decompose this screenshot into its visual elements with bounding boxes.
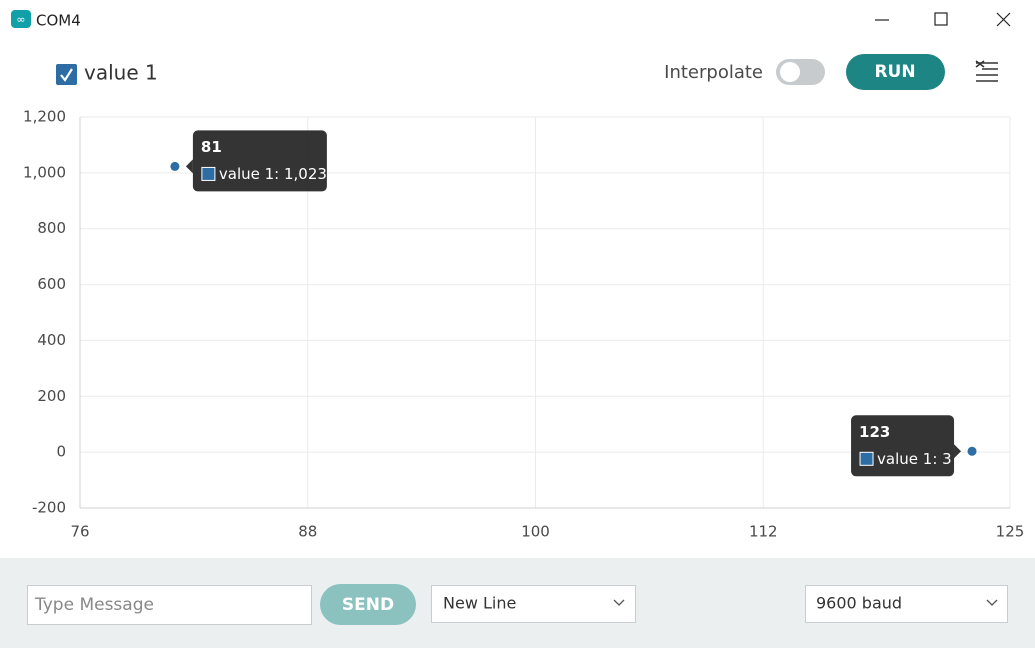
y-tick-label: 1,000 [23,163,66,181]
dropdown-arrow [613,599,625,606]
tooltip: 81 value 1: 1,023 [185,130,327,192]
tooltip-text: value 1: 1,023 [219,165,327,183]
series-checkbox[interactable] [56,64,77,85]
send-button[interactable] [320,584,416,625]
app-icon [11,10,31,28]
tooltip-title: 81 [201,138,222,156]
hover-point [170,161,180,171]
baud-value: 9600 baud [816,594,902,613]
run-button[interactable] [846,54,945,90]
y-tick-label: 200 [37,387,66,405]
app-icon-glyph: ∞ [16,13,25,26]
interpolate-label: Interpolate [664,62,763,83]
send-button-label: SEND [342,595,394,615]
x-tick-label: 88 [298,523,317,541]
baud-select[interactable] [805,585,1008,623]
line-ending-value: New Line [443,594,516,613]
y-tick-label: 600 [37,275,66,293]
x-tick-label: 112 [749,523,778,541]
tooltip: 123 value 1: 3 [851,415,962,477]
tooltip-arrow [954,444,962,459]
run-button-label: RUN [874,62,915,82]
tooltip-text: value 1: 3 [877,450,952,468]
close-button[interactable] [996,12,1011,27]
dropdown-arrow [986,599,998,606]
x-tick-label: 125 [996,523,1025,541]
tooltip-swatch [201,166,216,181]
toggle-knob [780,62,800,82]
hover-point [967,446,977,456]
x-tick-label: 100 [521,523,550,541]
message-placeholder: Type Message [34,595,154,615]
chart: -200 0 200 400 600 800 1,000 1,200 76 88 100 112 125… [23,108,1024,541]
tooltip-box [851,415,955,477]
y-tick-label: 400 [37,331,66,349]
tooltip-swatch [859,451,874,466]
legend-label[interactable]: value 1 [84,61,158,85]
clear-button[interactable] [975,60,998,82]
message-input[interactable] [27,585,312,625]
checkbox-check [60,68,73,82]
y-tick-label: 1,200 [23,108,66,126]
x-tick-label: 76 [70,523,89,541]
maximize-button[interactable] [934,12,948,26]
y-tick-label: 0 [56,443,66,461]
y-tick-label: -200 [32,499,66,517]
tooltip-box [192,130,327,192]
tooltip-title: 123 [859,423,890,441]
tooltip-arrow [185,159,193,174]
y-tick-label: 800 [37,219,66,237]
title-bar [0,0,1035,40]
window-title: COM4 [36,12,81,30]
line-ending-select[interactable] [431,585,636,623]
